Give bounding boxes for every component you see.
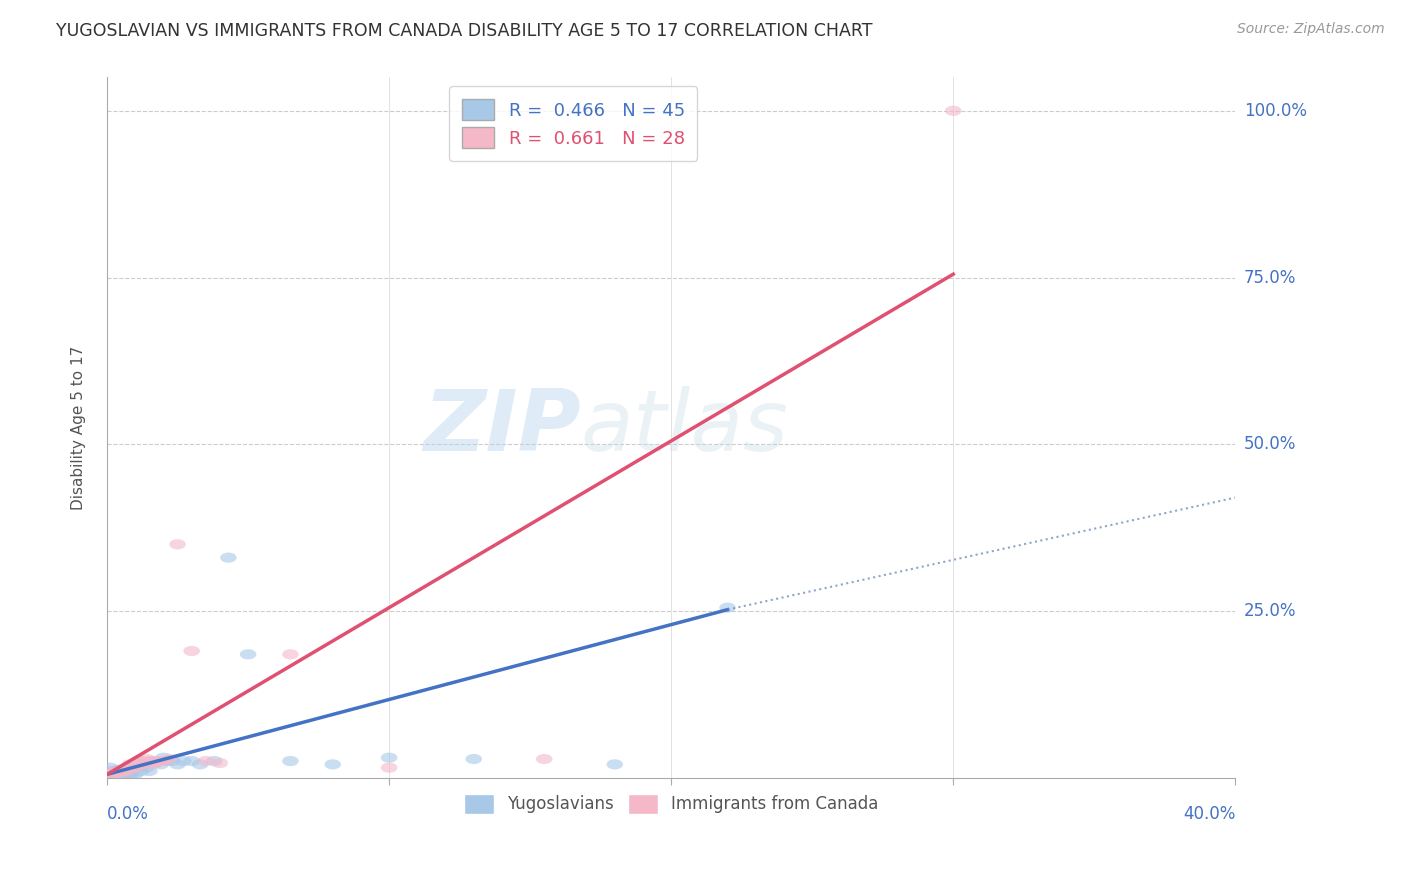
Ellipse shape <box>221 552 236 563</box>
Ellipse shape <box>135 759 152 770</box>
Ellipse shape <box>143 756 160 766</box>
Ellipse shape <box>112 769 129 780</box>
Ellipse shape <box>141 766 157 776</box>
Text: 40.0%: 40.0% <box>1182 805 1236 823</box>
Text: YUGOSLAVIAN VS IMMIGRANTS FROM CANADA DISABILITY AGE 5 TO 17 CORRELATION CHART: YUGOSLAVIAN VS IMMIGRANTS FROM CANADA DI… <box>56 22 873 40</box>
Y-axis label: Disability Age 5 to 17: Disability Age 5 to 17 <box>72 345 86 509</box>
Ellipse shape <box>720 602 735 613</box>
Ellipse shape <box>112 766 129 776</box>
Ellipse shape <box>191 759 208 770</box>
Ellipse shape <box>101 769 118 780</box>
Ellipse shape <box>138 763 155 772</box>
Ellipse shape <box>104 769 121 780</box>
Ellipse shape <box>157 756 174 766</box>
Ellipse shape <box>174 756 191 766</box>
Ellipse shape <box>163 756 180 766</box>
Ellipse shape <box>118 763 135 772</box>
Ellipse shape <box>146 758 163 768</box>
Ellipse shape <box>381 753 398 763</box>
Ellipse shape <box>127 763 143 772</box>
Ellipse shape <box>112 764 129 775</box>
Legend: Yugoslavians, Immigrants from Canada: Yugoslavians, Immigrants from Canada <box>456 786 887 822</box>
Ellipse shape <box>169 539 186 549</box>
Ellipse shape <box>115 766 132 776</box>
Text: Source: ZipAtlas.com: Source: ZipAtlas.com <box>1237 22 1385 37</box>
Ellipse shape <box>121 769 138 780</box>
Ellipse shape <box>197 756 214 766</box>
Ellipse shape <box>129 759 146 770</box>
Ellipse shape <box>101 763 118 772</box>
Ellipse shape <box>121 766 138 776</box>
Ellipse shape <box>107 769 124 780</box>
Ellipse shape <box>205 756 222 766</box>
Ellipse shape <box>124 769 141 780</box>
Ellipse shape <box>132 759 149 770</box>
Ellipse shape <box>183 646 200 657</box>
Text: 75.0%: 75.0% <box>1244 268 1296 286</box>
Text: ZIP: ZIP <box>423 386 581 469</box>
Ellipse shape <box>325 759 342 770</box>
Ellipse shape <box>465 754 482 764</box>
Ellipse shape <box>127 769 143 780</box>
Ellipse shape <box>141 759 157 770</box>
Ellipse shape <box>536 754 553 764</box>
Ellipse shape <box>183 756 200 766</box>
Ellipse shape <box>112 767 129 778</box>
Ellipse shape <box>121 759 138 770</box>
Ellipse shape <box>104 766 121 776</box>
Ellipse shape <box>138 754 155 764</box>
Ellipse shape <box>110 764 127 775</box>
Ellipse shape <box>146 758 163 768</box>
Ellipse shape <box>110 771 127 780</box>
Ellipse shape <box>155 753 172 763</box>
Ellipse shape <box>124 763 141 772</box>
Ellipse shape <box>104 769 121 780</box>
Ellipse shape <box>118 766 135 776</box>
Ellipse shape <box>127 763 143 772</box>
Ellipse shape <box>110 769 127 780</box>
Text: 50.0%: 50.0% <box>1244 435 1296 453</box>
Ellipse shape <box>169 759 186 770</box>
Ellipse shape <box>132 766 149 776</box>
Ellipse shape <box>160 754 177 764</box>
Ellipse shape <box>945 105 962 116</box>
Ellipse shape <box>135 756 152 766</box>
Ellipse shape <box>115 766 132 776</box>
Ellipse shape <box>107 766 124 776</box>
Ellipse shape <box>381 763 398 772</box>
Ellipse shape <box>152 759 169 770</box>
Ellipse shape <box>212 758 228 768</box>
Text: 100.0%: 100.0% <box>1244 102 1306 120</box>
Ellipse shape <box>606 759 623 770</box>
Ellipse shape <box>101 769 118 780</box>
Text: atlas: atlas <box>581 386 789 469</box>
Ellipse shape <box>115 769 132 780</box>
Ellipse shape <box>283 649 298 659</box>
Ellipse shape <box>149 756 166 766</box>
Ellipse shape <box>283 756 298 766</box>
Ellipse shape <box>155 756 172 766</box>
Ellipse shape <box>240 649 256 659</box>
Ellipse shape <box>143 756 160 766</box>
Ellipse shape <box>118 769 135 780</box>
Text: 25.0%: 25.0% <box>1244 602 1296 620</box>
Ellipse shape <box>124 763 141 772</box>
Ellipse shape <box>107 766 124 776</box>
Ellipse shape <box>129 756 146 766</box>
Text: 0.0%: 0.0% <box>107 805 149 823</box>
